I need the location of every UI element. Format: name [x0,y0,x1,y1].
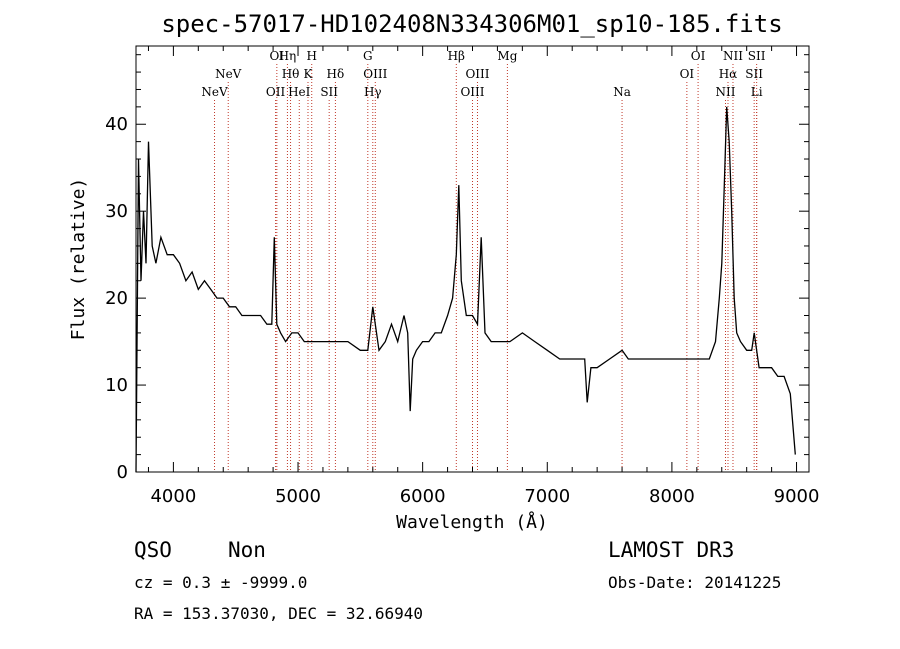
line-label: OIII [465,67,489,81]
x-axis-label: Wavelength (Å) [396,511,548,533]
survey-name: LAMOST DR3 [608,538,734,562]
line-label: Hα [719,67,738,81]
x-tick-label: 9000 [774,486,820,507]
obs-date: Obs-Date: 20141225 [608,573,781,592]
line-label: OI [680,67,695,81]
line-label: NeV [215,67,242,81]
line-label: Hη [279,49,297,63]
y-tick-label: 30 [105,201,128,222]
y-tick-label: 0 [117,462,128,483]
line-label: H [306,49,316,63]
y-tick-label: 20 [105,288,128,309]
line-label: SII [320,85,338,99]
line-label: SII [748,49,766,63]
object-subclass: Non [228,538,266,562]
x-axis-ticks: 4000 5000 6000 7000 8000 9000 [147,46,820,507]
line-label: OII [266,85,286,99]
spectrum-trace [135,106,796,473]
line-label: Li [751,85,763,99]
y-tick-label: 40 [105,114,128,135]
line-label: NII [723,49,743,63]
chart-title: spec-57017-HD102408N334306M01_sp10-185.f… [161,10,782,38]
y-axis-ticks: 0 10 20 30 40 [105,54,809,483]
line-label: NII [716,85,736,99]
line-label: OIII [363,67,387,81]
x-tick-label: 7000 [524,486,570,507]
line-label: Na [613,85,631,99]
line-label: G [363,49,373,63]
line-label: OI [691,49,706,63]
y-tick-label: 10 [105,375,128,396]
redshift-readout: cz = 0.3 ± -9999.0 [134,573,307,592]
x-tick-label: 5000 [275,486,321,507]
line-label: NeV [201,85,228,99]
line-label: HeI [288,85,311,99]
line-label: SII [745,67,763,81]
line-label: Hγ [364,85,382,99]
x-tick-label: 8000 [649,486,695,507]
line-label: Hβ [448,49,465,63]
spectral-line-markers [214,64,758,472]
line-label: Mg [497,49,517,63]
line-label: Hδ [327,67,345,81]
line-label: Hθ [282,67,300,81]
line-label: K [304,67,314,81]
object-class: QSO [134,538,172,562]
x-tick-label: 4000 [150,486,196,507]
coordinates: RA = 153.37030, DEC = 32.66940 [134,604,423,623]
y-axis-label: Flux (relative) [68,178,89,341]
line-label: OI [270,49,285,63]
x-tick-label: 6000 [400,486,446,507]
line-label: OIII [460,85,484,99]
